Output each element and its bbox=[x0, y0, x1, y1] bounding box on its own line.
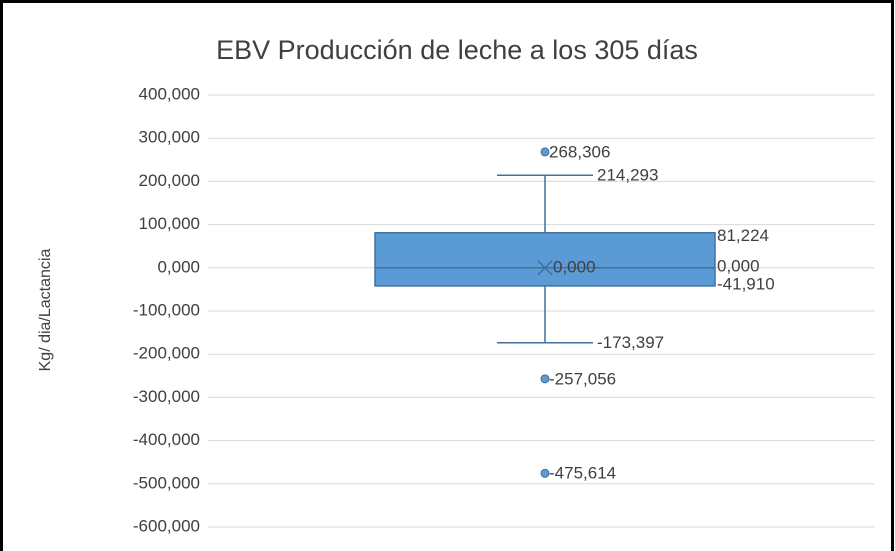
y-tick-label: 100,000 bbox=[139, 214, 200, 233]
outlier bbox=[540, 374, 550, 384]
data-label: 0,000 bbox=[553, 257, 596, 276]
y-tick-label: -200,000 bbox=[133, 344, 200, 363]
y-tick-label: 400,000 bbox=[139, 84, 200, 103]
box bbox=[374, 231, 716, 287]
y-tick-label: 200,000 bbox=[139, 171, 200, 190]
chart-title: EBV Producción de leche a los 305 días bbox=[216, 35, 698, 65]
y-tick-label: 300,000 bbox=[139, 128, 200, 147]
y-tick-label: -500,000 bbox=[133, 473, 200, 492]
data-label: -41,910 bbox=[717, 274, 775, 293]
outlier bbox=[540, 468, 550, 478]
data-label: -173,397 bbox=[597, 333, 664, 352]
mean-marker bbox=[537, 260, 553, 276]
y-tick-label: -100,000 bbox=[133, 300, 200, 319]
outlier bbox=[540, 147, 550, 157]
data-label: -257,056 bbox=[549, 369, 616, 388]
y-tick-label: -600,000 bbox=[133, 516, 200, 535]
data-label: -475,614 bbox=[549, 464, 616, 483]
data-label: 268,306 bbox=[549, 142, 610, 161]
y-tick-label: -400,000 bbox=[133, 430, 200, 449]
data-label: 0,000 bbox=[717, 256, 760, 275]
y-tick-label: -300,000 bbox=[133, 387, 200, 406]
y-axis-label: Kg/ dia/Lactancia bbox=[37, 249, 54, 372]
data-label: 214,293 bbox=[597, 166, 658, 185]
y-tick-label: 0,000 bbox=[157, 257, 200, 276]
data-label: 81,224 bbox=[717, 226, 769, 245]
